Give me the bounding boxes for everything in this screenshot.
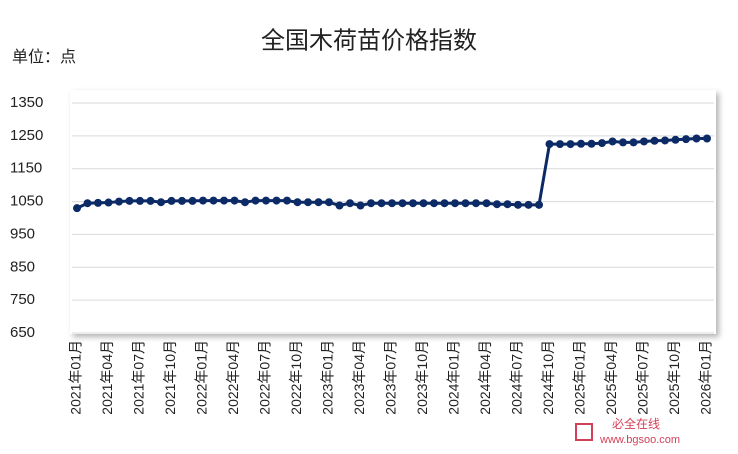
point-marker [251, 196, 260, 205]
x-tick-label: 2024年01月 [446, 340, 462, 415]
point-marker [692, 134, 701, 143]
point-marker [146, 196, 155, 205]
point-marker [83, 199, 92, 208]
point-marker [388, 199, 396, 208]
point-marker [661, 136, 669, 145]
x-tick-label: 2021年07月 [131, 340, 147, 415]
point-marker [367, 199, 375, 208]
point-marker [409, 199, 417, 208]
point-marker [598, 139, 606, 148]
watermark-name: 必全在线 [612, 416, 660, 431]
plot-area [70, 90, 716, 334]
point-marker [377, 199, 386, 208]
point-marker [482, 199, 491, 208]
point-marker [682, 135, 690, 144]
x-tick-label: 2025年07月 [635, 340, 651, 415]
point-marker [325, 198, 333, 207]
y-tick-label: 1250 [10, 127, 43, 144]
x-tick-label: 2023年07月 [383, 340, 399, 415]
x-tick-label: 2021年01月 [68, 340, 84, 415]
point-marker [545, 140, 554, 149]
point-marker [262, 196, 270, 205]
x-tick-label: 2024年10月 [540, 340, 556, 415]
point-marker [703, 134, 711, 143]
point-marker [398, 199, 407, 208]
point-marker [608, 137, 617, 146]
x-tick-label: 2022年01月 [194, 340, 210, 415]
x-tick-label: 2025年04月 [603, 340, 619, 415]
y-tick-label: 1150 [10, 160, 42, 177]
point-marker [514, 200, 522, 209]
point-marker [188, 196, 197, 205]
point-marker [136, 196, 144, 205]
x-tick-label: 2022年07月 [257, 340, 273, 415]
x-tick-label: 2023年01月 [320, 340, 336, 415]
point-marker [430, 199, 438, 208]
point-marker [524, 200, 533, 209]
watermark-logo [575, 423, 593, 441]
point-marker [440, 199, 449, 208]
point-marker [461, 199, 470, 208]
point-marker [587, 139, 596, 148]
x-tick-label: 2023年04月 [351, 340, 367, 415]
y-tick-label: 1350 [10, 94, 43, 111]
x-tick-label: 2025年10月 [666, 340, 682, 415]
point-marker [619, 138, 627, 147]
point-marker [272, 196, 281, 205]
point-marker [356, 201, 365, 210]
point-marker [577, 139, 585, 148]
x-tick-label: 2022年04月 [225, 340, 241, 415]
point-marker [167, 196, 176, 205]
x-tick-label: 2023年10月 [414, 340, 430, 415]
point-marker [115, 197, 123, 206]
x-tick-label: 2021年10月 [162, 340, 178, 415]
point-marker [419, 199, 428, 208]
point-marker [104, 198, 113, 207]
point-marker [220, 196, 228, 205]
y-tick-label: 650 [10, 324, 35, 341]
point-marker [230, 196, 239, 205]
point-marker [293, 198, 302, 207]
point-marker [241, 198, 249, 207]
point-marker [650, 136, 659, 145]
point-marker [346, 199, 354, 208]
point-marker [451, 199, 459, 208]
y-tick-label: 850 [10, 258, 35, 275]
point-marker [535, 200, 543, 209]
x-tick-label: 2024年07月 [509, 340, 525, 415]
point-marker [94, 198, 102, 207]
x-tick-label: 2025年01月 [572, 340, 588, 415]
point-marker [157, 198, 165, 207]
point-marker [73, 204, 81, 213]
y-tick-label: 1050 [10, 193, 43, 210]
point-marker [671, 135, 680, 144]
point-marker [283, 196, 291, 205]
y-tick-label: 950 [10, 225, 35, 242]
point-marker [566, 140, 575, 149]
point-marker [199, 196, 207, 205]
x-tick-label: 2022年10月 [288, 340, 304, 415]
watermark: 必全在线 www.bgsoo.com [575, 416, 680, 446]
x-tick-label: 2024年04月 [477, 340, 493, 415]
point-marker [472, 199, 480, 208]
point-marker [493, 200, 501, 209]
point-marker [556, 140, 564, 149]
point-marker [640, 137, 648, 146]
x-tick-label: 2021年04月 [99, 340, 115, 415]
point-marker [314, 198, 323, 207]
point-marker [178, 196, 186, 205]
unit-label: 单位：点 [12, 48, 76, 66]
point-marker [304, 198, 312, 207]
x-tick-label: 2026年01月 [698, 340, 714, 415]
point-marker [629, 138, 638, 147]
point-marker [335, 201, 344, 210]
point-marker [503, 200, 512, 209]
point-marker [125, 196, 134, 205]
watermark-url: www.bgsoo.com [599, 434, 680, 446]
chart-title: 全国木荷苗价格指数 [261, 27, 477, 54]
y-tick-label: 750 [10, 291, 35, 308]
point-marker [209, 196, 218, 205]
